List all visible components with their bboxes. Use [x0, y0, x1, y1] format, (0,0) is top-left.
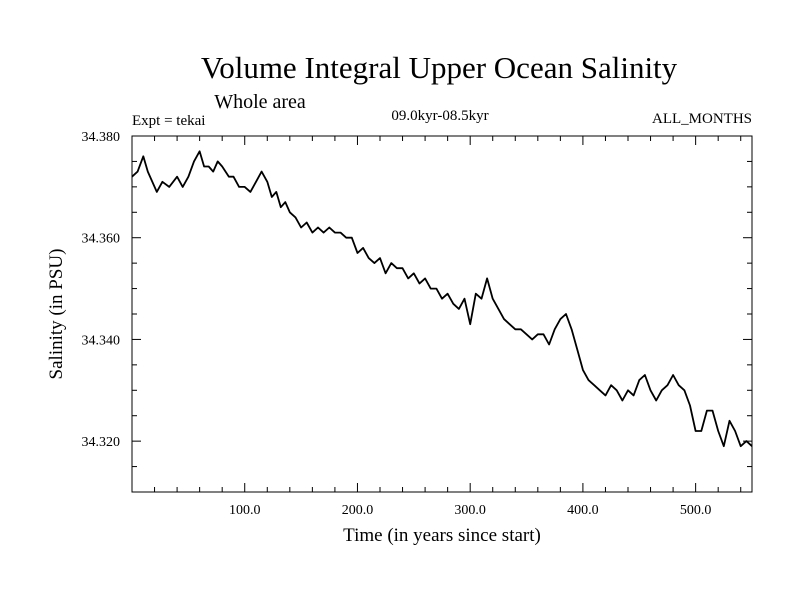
chart-subtitle: Whole area	[214, 91, 306, 113]
y-tick-label: 34.340	[82, 333, 121, 348]
period-label: 09.0kyr-08.5kyr	[391, 108, 488, 124]
x-axis-label: Time (in years since start)	[343, 525, 541, 546]
months-label: ALL_MONTHS	[652, 111, 752, 127]
x-tick-label: 400.0	[567, 503, 599, 518]
plot-frame	[131, 135, 753, 493]
x-tick-label: 100.0	[229, 503, 261, 518]
y-tick-label: 34.320	[82, 435, 121, 450]
x-axis-ticks: 100.0 200.0 300.0 400.0 500.0	[154, 136, 742, 518]
salinity-series-line	[131, 150, 753, 448]
y-axis-ticks: 34.320 34.340 34.360 34.380	[82, 130, 752, 468]
experiment-label: Expt = tekai	[132, 113, 205, 129]
y-tick-label: 34.380	[82, 130, 121, 145]
x-tick-label: 300.0	[454, 503, 486, 518]
chart-title: Volume Integral Upper Ocean Salinity	[201, 50, 678, 85]
x-tick-label: 500.0	[680, 503, 712, 518]
x-tick-label: 200.0	[342, 503, 374, 518]
y-tick-label: 34.360	[82, 232, 121, 247]
y-axis-label: Salinity (in PSU)	[46, 249, 67, 380]
